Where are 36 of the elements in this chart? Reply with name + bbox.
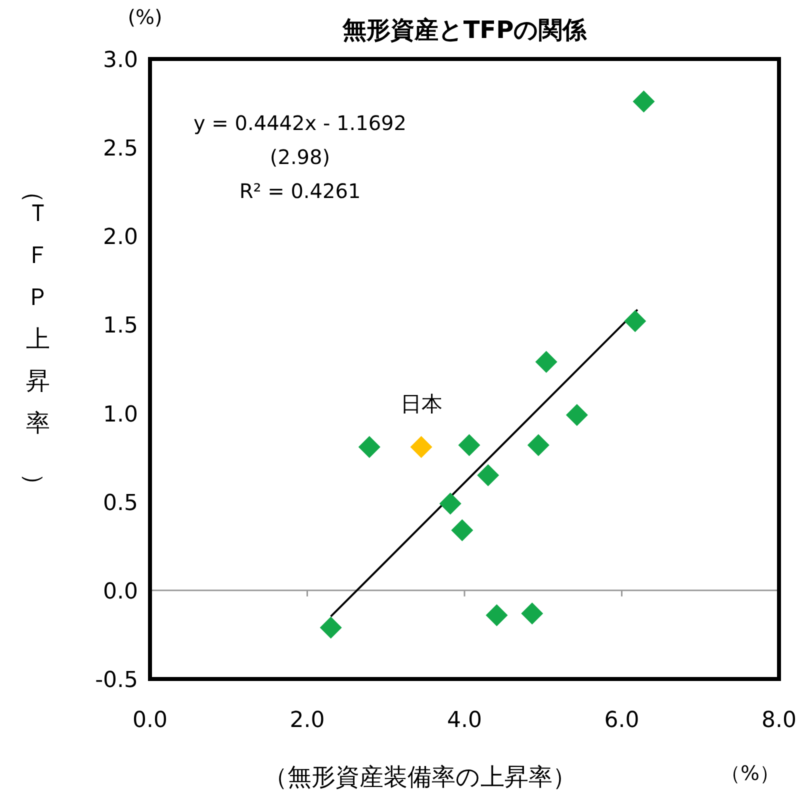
point: [521, 602, 544, 624]
point: [451, 519, 474, 542]
y-tick-label: 1.0: [103, 402, 138, 428]
point: [410, 436, 432, 458]
point: [535, 350, 558, 373]
annotation: y = 0.4442x - 1.1692: [193, 111, 407, 135]
point: [320, 616, 342, 639]
text: （%）: [720, 761, 780, 785]
x-tick-label: 4.0: [447, 708, 482, 733]
point: [477, 464, 500, 486]
y-tick-label: 2.5: [103, 136, 138, 162]
y-tick-label: -0.5: [95, 668, 138, 693]
point: [439, 492, 462, 515]
point: [527, 434, 550, 456]
annotation: 日本: [400, 392, 442, 416]
point: [486, 604, 508, 626]
text: （ＴＦＰ上昇率）: [20, 179, 50, 497]
y-tick-label: 1.5: [103, 314, 138, 339]
y-tick-label: 2.0: [103, 225, 138, 250]
x-tick-label: 0.0: [132, 708, 168, 733]
chart-title: 無形資産とTFPの関係: [341, 16, 588, 44]
annotation: (2.98): [270, 145, 330, 169]
text: (%): [128, 5, 162, 29]
y-tick-label: 0.0: [103, 579, 138, 604]
y-tick-label: 3.0: [103, 48, 138, 73]
x-tick-label: 6.0: [604, 708, 640, 733]
point: [632, 90, 655, 113]
x-axis-title: （無形資産装備率の上昇率）: [264, 763, 576, 791]
annotation: R² = 0.4261: [239, 179, 361, 203]
point: [358, 436, 380, 458]
point: [458, 434, 480, 456]
point: [624, 310, 646, 332]
x-tick-label: 2.0: [290, 708, 325, 733]
y-tick-label: 0.5: [103, 490, 138, 516]
x-tick-label: 8.0: [762, 708, 796, 733]
point: [566, 404, 588, 426]
